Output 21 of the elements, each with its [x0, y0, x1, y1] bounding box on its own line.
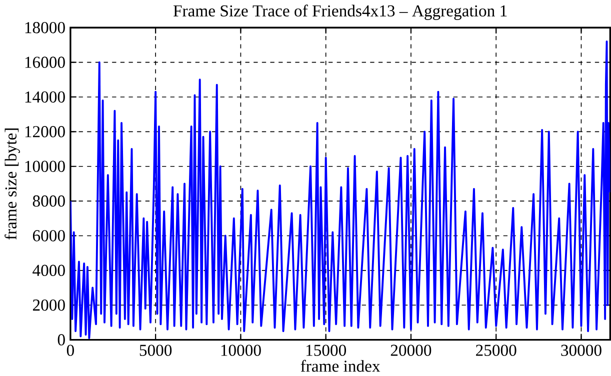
- y-tick-label: 0: [58, 334, 65, 346]
- x-tick-label: 0: [66, 344, 74, 356]
- x-tick-label: 15000: [306, 344, 346, 356]
- y-tick-label: 2000: [32, 299, 65, 311]
- x-axis-title: frame index: [300, 360, 380, 372]
- y-tick-label: 10000: [25, 160, 65, 172]
- y-axis-title: frame size [byte]: [4, 128, 20, 240]
- x-tick-label: 10000: [221, 344, 261, 356]
- x-tick-label: 20000: [390, 344, 432, 356]
- y-tick-label: 6000: [32, 230, 65, 242]
- y-tick-label: 14000: [25, 91, 65, 102]
- y-tick-label: 8000: [32, 195, 65, 206]
- line-series: [70, 40, 610, 339]
- y-tick-label: 4000: [32, 264, 65, 276]
- x-tick-label: 25000: [476, 344, 516, 356]
- x-tick-label: 30000: [561, 344, 602, 356]
- x-tick-label: 5000: [140, 344, 172, 356]
- y-tick-label: 12000: [25, 126, 65, 138]
- chart-title: Frame Size Trace of Friends4x13 – Aggregation 1: [173, 4, 507, 20]
- y-tick-label: 18000: [25, 22, 65, 34]
- y-tick-label: 16000: [25, 56, 65, 68]
